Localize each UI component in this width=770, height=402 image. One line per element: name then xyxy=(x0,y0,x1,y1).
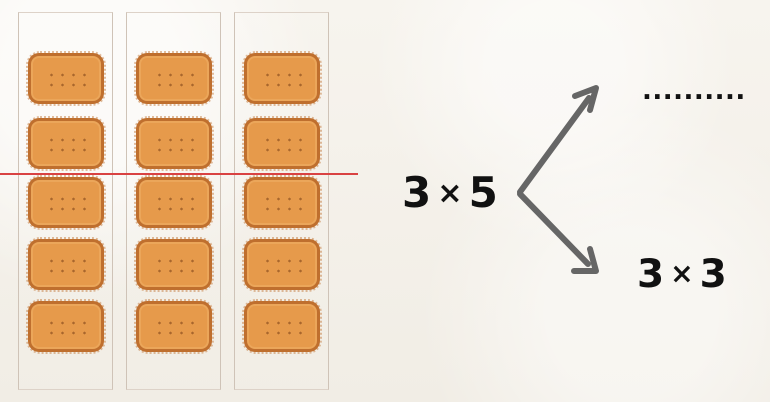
biscuit-column-frame-2 xyxy=(126,12,221,390)
biscuit-r2-c1 xyxy=(26,116,106,171)
missing-expression-placeholder: .......... xyxy=(642,76,746,106)
biscuit-column-frame-3 xyxy=(234,12,329,390)
biscuit-r5-c3 xyxy=(242,299,322,354)
biscuit-r5-c2 xyxy=(134,299,214,354)
split-line xyxy=(0,173,358,175)
biscuit-r3-c2 xyxy=(134,175,214,230)
biscuit-r3-c3 xyxy=(242,175,322,230)
biscuit-r3-c1 xyxy=(26,175,106,230)
main-multiplication-expression: 3 × 5 xyxy=(402,172,498,214)
lower-times-symbol: × xyxy=(670,257,694,290)
biscuit-column-frame-1 xyxy=(18,12,113,390)
upper-arrow-line xyxy=(517,95,592,195)
main-right-factor: 5 xyxy=(468,168,498,217)
lower-left-factor: 3 xyxy=(637,252,665,297)
lower-right-factor: 3 xyxy=(699,252,727,297)
lower-multiplication-expression: 3 × 3 xyxy=(637,255,727,294)
main-left-factor: 3 xyxy=(402,168,432,217)
main-times-symbol: × xyxy=(437,176,463,211)
upper-arrowhead-icon xyxy=(572,85,599,113)
biscuit-r2-c2 xyxy=(134,116,214,171)
lower-arrow-line xyxy=(517,191,591,267)
lower-arrowhead-icon xyxy=(571,246,599,274)
